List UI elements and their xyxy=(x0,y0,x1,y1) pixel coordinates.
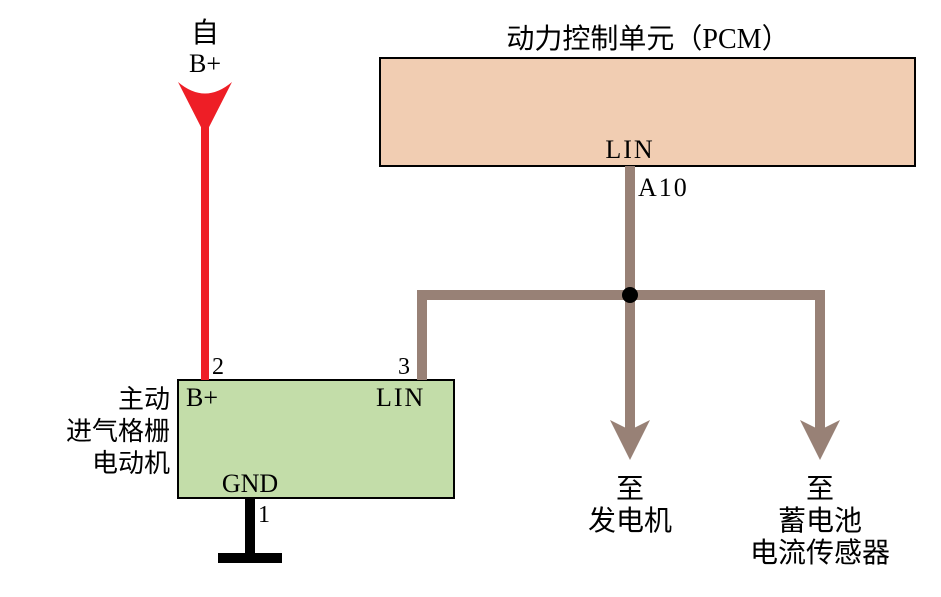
motor-pin3-name: LIN xyxy=(376,383,425,412)
dest-batt-3: 电流传感器 xyxy=(750,537,890,569)
motor-pin1-num: 1 xyxy=(258,502,270,528)
dest-gen-2: 发电机 xyxy=(588,505,672,537)
bplus-label-1: 自 xyxy=(191,17,219,49)
motor-label-2: 进气格栅 xyxy=(66,417,170,446)
motor-label-3: 电动机 xyxy=(92,449,170,478)
motor-pin2-name: B+ xyxy=(186,383,218,412)
motor-pin1-name: GND xyxy=(222,469,278,498)
dest-batt-1: 至 xyxy=(806,474,834,505)
motor-label-1: 主动 xyxy=(118,385,170,414)
dest-batt-2: 蓄电池 xyxy=(778,505,862,537)
dest-gen-1: 至 xyxy=(616,474,644,505)
pcm-title: 动力控制单元（PCM） xyxy=(506,23,789,55)
pcm-pin-lin: LIN xyxy=(605,135,654,164)
ground-bar xyxy=(218,553,282,563)
motor-pin3-num: 3 xyxy=(398,354,410,380)
lin-junction-dot xyxy=(622,287,638,303)
pcm-pin-a10: A10 xyxy=(638,173,689,202)
bplus-label-2: B+ xyxy=(189,49,221,78)
motor-pin2-num: 2 xyxy=(212,354,224,380)
wiring-diagram: 动力控制单元（PCM） LIN A10 主动 进气格栅 电动机 2 B+ 3 L… xyxy=(0,0,941,597)
